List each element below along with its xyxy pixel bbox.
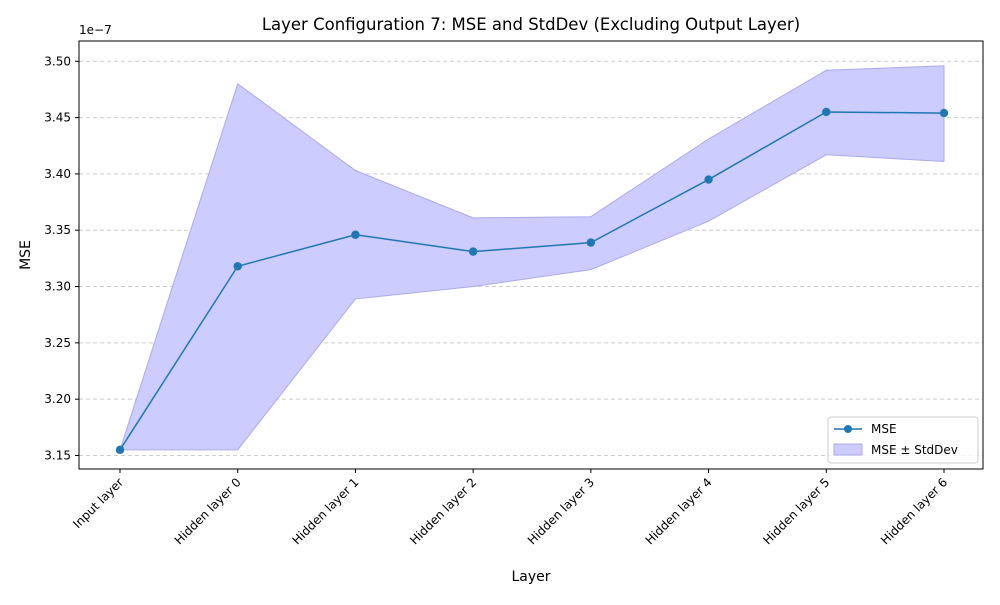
x-tick-label: Input layer	[70, 475, 126, 531]
stddev-band-layer	[119, 65, 945, 451]
chart-title: Layer Configuration 7: MSE and StdDev (E…	[262, 15, 800, 34]
legend: MSE MSE ± StdDev	[827, 416, 979, 464]
x-tick-label: Hidden layer 4	[643, 475, 715, 547]
mse-point	[586, 238, 596, 247]
mse-point	[115, 445, 125, 455]
series-layer	[115, 107, 949, 455]
stddev-band	[119, 65, 945, 451]
y-axis-label: MSE	[18, 240, 34, 270]
y-tick-label: 3.25	[44, 336, 71, 350]
legend-label-mse: MSE	[871, 422, 897, 436]
legend-band-swatch	[833, 443, 863, 456]
y-tick-label: 3.35	[44, 223, 71, 237]
legend-box	[827, 416, 979, 464]
y-axis-offset-label: 1e−7	[79, 23, 112, 37]
mse-point	[822, 107, 831, 117]
y-tick-label: 3.40	[44, 167, 71, 181]
y-axis-ticks: 3.15 3.20 3.25 3.30 3.35 3.40 3.45 3.50	[44, 54, 79, 462]
mse-point	[939, 108, 949, 118]
x-axis-ticks: Input layer Hidden layer 0 Hidden layer 1 H…	[70, 469, 950, 547]
legend-marker-swatch	[844, 425, 852, 433]
x-axis-label: Layer	[511, 569, 550, 585]
y-tick-label: 3.15	[44, 448, 71, 462]
x-tick-label: Hidden layer 3	[525, 475, 597, 547]
mse-line	[119, 111, 945, 451]
plot-frame	[78, 40, 984, 470]
y-tick-label: 3.20	[44, 392, 71, 406]
mse-point	[704, 175, 713, 184]
y-tick-label: 3.50	[44, 54, 71, 68]
mse-point	[233, 262, 242, 271]
mse-point	[468, 247, 478, 256]
y-tick-label: 3.30	[44, 280, 71, 294]
x-tick-label: Hidden layer 2	[407, 475, 479, 547]
y-tick-label: 3.45	[44, 111, 71, 125]
legend-label-band: MSE ± StdDev	[871, 443, 958, 457]
x-tick-label: Hidden layer 5	[760, 475, 832, 547]
mse-point	[351, 230, 360, 239]
x-tick-label: Hidden layer 6	[878, 475, 950, 547]
x-tick-label: Hidden layer 0	[172, 475, 244, 547]
x-tick-label: Hidden layer 1	[289, 475, 361, 547]
